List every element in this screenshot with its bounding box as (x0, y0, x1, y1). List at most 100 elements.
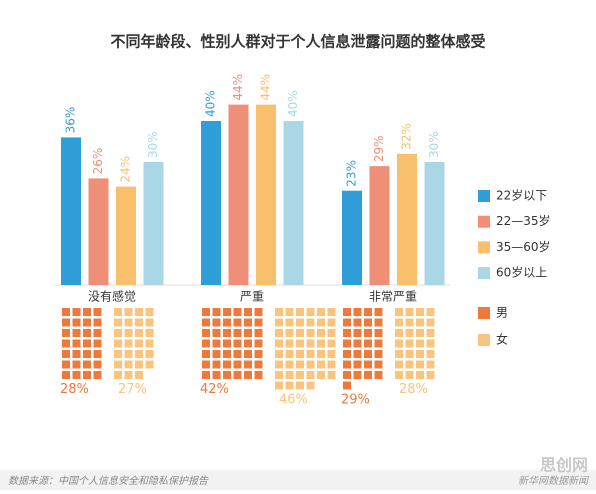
waffle-cell (135, 318, 143, 327)
waffle-cell (275, 329, 283, 337)
waffle-cell (317, 339, 325, 348)
bar (342, 190, 362, 285)
waffle-cell (374, 329, 383, 337)
value-label: 30% (146, 131, 160, 158)
waffle-cell (343, 308, 351, 316)
waffle-cell (405, 329, 414, 337)
waffle-cell (62, 360, 70, 369)
waffle-cell (124, 360, 133, 369)
waffle-cell (83, 308, 91, 316)
waffle-cell (317, 308, 325, 316)
waffle-cell (145, 350, 154, 358)
waffle-cell (135, 350, 143, 358)
waffle-cell (223, 329, 231, 337)
waffle-cell (426, 308, 435, 316)
waffle-cell (114, 318, 122, 327)
waffle-cell (306, 318, 315, 327)
waffle-cell (72, 371, 81, 379)
waffle-cell (202, 339, 210, 348)
waffle-cell (426, 371, 435, 379)
waffle-cell (93, 329, 102, 337)
waffle-cell (135, 371, 143, 379)
waffle (343, 308, 383, 390)
waffle-cell (285, 350, 294, 358)
waffle-cell (233, 371, 242, 379)
legend-label: 22岁以下 (496, 188, 547, 203)
value-label: 36% (64, 107, 78, 134)
waffle-cell (353, 371, 362, 379)
waffle-cell (212, 339, 221, 348)
waffle-cell (327, 360, 336, 369)
waffle-cell (374, 371, 383, 379)
category-label: 没有感觉 (88, 289, 136, 304)
waffle-cell (327, 308, 336, 316)
waffle-cell (285, 318, 294, 327)
waffle-cell (244, 308, 252, 316)
waffle-cell (145, 318, 154, 327)
waffle-cell (317, 318, 325, 327)
waffle-cell (254, 308, 263, 316)
legend-swatch (478, 241, 490, 254)
legend-label: 22—35岁 (496, 213, 551, 228)
waffle-cell (306, 329, 315, 337)
waffle-cell (353, 329, 362, 337)
waffle-cell (275, 308, 283, 316)
waffle (114, 308, 154, 379)
waffle-cell (426, 329, 435, 337)
waffle-cell (202, 318, 210, 327)
waffle-cell (343, 350, 351, 358)
bar (256, 104, 276, 285)
value-label: 28% (399, 382, 428, 397)
waffle-cell (426, 318, 435, 327)
waffle (275, 308, 336, 390)
bar (143, 162, 164, 285)
waffle-cell (202, 350, 210, 358)
waffle-cell (114, 339, 122, 348)
legend-label: 35—60岁 (496, 239, 551, 254)
waffle-cell (223, 318, 231, 327)
waffle-cell (93, 360, 102, 369)
waffle-cell (223, 371, 231, 379)
waffle-cell (343, 329, 351, 337)
waffle-cell (223, 308, 231, 316)
waffle-cell (275, 371, 283, 379)
waffle-cell (275, 381, 283, 390)
waffle-cell (296, 350, 304, 358)
value-label: 44% (259, 74, 273, 101)
waffle-cell (114, 329, 122, 337)
waffle-cell (135, 339, 143, 348)
waffle-cell (145, 339, 154, 348)
legend-label: 60岁以上 (496, 265, 547, 280)
waffle-cell (62, 318, 70, 327)
chart-title: 不同年龄段、性别人群对于个人信息泄露问题的整体感受 (110, 33, 485, 51)
waffle-cell (416, 318, 424, 327)
waffle-cell (296, 371, 304, 379)
waffle-cell (244, 329, 252, 337)
waffle-cell (254, 339, 263, 348)
waffle-cell (374, 318, 383, 327)
waffle-cell (416, 339, 424, 348)
value-label: 44% (231, 74, 245, 101)
waffle-cell (285, 360, 294, 369)
waffle-cell (285, 329, 294, 337)
waffle-cell (296, 381, 304, 390)
waffle-cell (343, 360, 351, 369)
waffle-cell (202, 329, 210, 337)
waffle-cell (83, 339, 91, 348)
waffle-cell (374, 308, 383, 316)
waffle-cell (244, 318, 252, 327)
waffle-cell (135, 308, 143, 316)
value-label: 29% (341, 393, 370, 408)
waffle-cell (416, 329, 424, 337)
waffle-cell (405, 318, 414, 327)
category-label: 非常严重 (369, 290, 417, 304)
waffle-cell (395, 308, 403, 316)
waffle-cell (416, 308, 424, 316)
category-label: 严重 (240, 290, 264, 304)
waffle-cell (364, 371, 372, 379)
waffle-cell (72, 308, 81, 316)
bar (61, 137, 81, 285)
value-label: 30% (427, 131, 441, 158)
waffle-cell (395, 339, 403, 348)
waffle-cell (405, 350, 414, 358)
